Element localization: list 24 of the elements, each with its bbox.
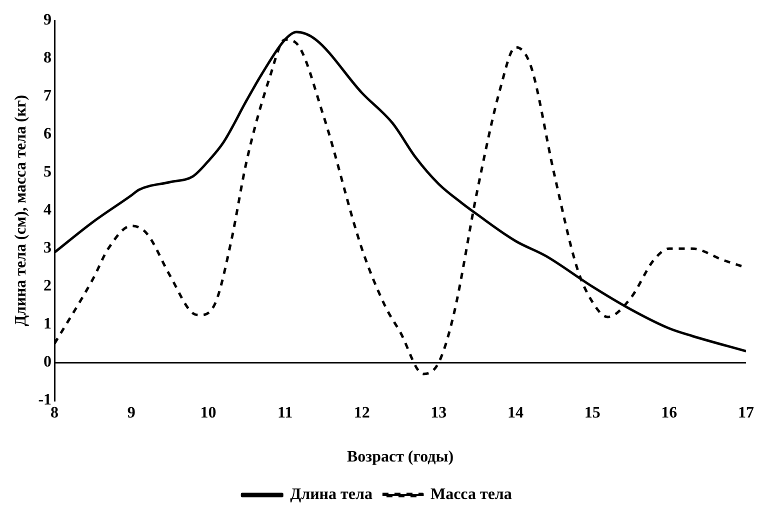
y-tick-label: 7 [44,88,52,105]
x-tick-label: 9 [127,404,136,422]
y-tick-label: 3 [44,240,52,257]
x-tick-label: 17 [738,404,754,422]
y-tick-label: -1 [38,392,52,409]
x-tick-label: 15 [584,404,600,422]
x-tick-label: 10 [200,404,216,422]
y-tick-label: 2 [44,278,52,295]
y-tick-label: 1 [44,316,52,333]
x-tick-label: 13 [430,404,447,422]
y-axis-title: Длина тела (см), масса тела (кг) [12,94,30,326]
legend-label: Масса тела [430,486,512,504]
legend-label: Длина тела [290,486,372,504]
x-tick-label: 14 [508,404,524,422]
x-tick-label: 11 [277,404,293,422]
x-tick-label: 12 [354,404,370,422]
y-tick-label: 9 [44,12,52,29]
y-tick-label: 0 [44,354,52,371]
y-tick-label: 4 [44,202,52,219]
x-axis-title: Возраст (годы) [346,448,454,466]
y-tick-label: 8 [44,50,52,67]
y-tick-label: 6 [44,126,52,143]
x-tick-label: 16 [661,404,678,422]
y-tick-label: 5 [44,164,52,181]
